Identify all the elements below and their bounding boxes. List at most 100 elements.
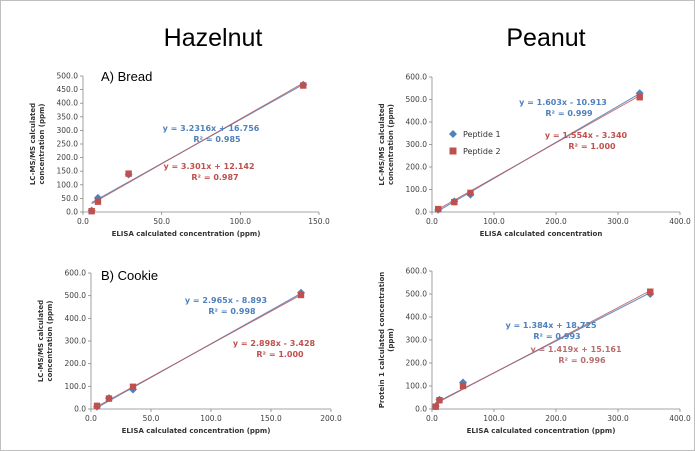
x-axis-label: ELISA calculated concentration bbox=[480, 230, 603, 238]
y-axis-label: LC-MS/MS calculated bbox=[378, 103, 386, 185]
data-point-square bbox=[435, 205, 442, 213]
x-tick-label: 50.0 bbox=[143, 414, 160, 423]
y-axis-label: Protein 1 calculated concentration bbox=[378, 272, 386, 409]
trendline-r-squared: R² = 0.999 bbox=[545, 109, 593, 118]
trendline-r-squared: R² = 1.000 bbox=[256, 350, 304, 359]
x-tick-label: 150.0 bbox=[308, 217, 330, 226]
y-axis-label: concentration (ppm) bbox=[387, 104, 395, 185]
trendline-equation: y = 2.965x - 8.893 bbox=[185, 296, 267, 305]
column-title-peanut: Peanut bbox=[506, 24, 585, 52]
x-tick-label: 100.0 bbox=[200, 414, 222, 423]
trendline-r-squared: R² = 0.996 bbox=[558, 356, 606, 365]
y-tick-label: 600.0 bbox=[406, 267, 428, 276]
y-tick-label: 500.0 bbox=[406, 95, 428, 104]
y-tick-label: 400.0 bbox=[406, 118, 428, 127]
panel-label: A) Bread bbox=[101, 69, 152, 84]
trendline-equation: y = 3.301x + 12.142 bbox=[163, 162, 254, 171]
y-tick-label: 150.0 bbox=[57, 167, 79, 176]
y-tick-label: 200.0 bbox=[406, 163, 428, 172]
y-tick-label: 50.0 bbox=[61, 194, 78, 203]
x-tick-label: 50.0 bbox=[153, 217, 170, 226]
y-tick-label: 500.0 bbox=[57, 72, 79, 81]
x-tick-label: 300.0 bbox=[607, 414, 629, 423]
trendline-r-squared: R² = 0.987 bbox=[191, 173, 238, 182]
y-tick-label: 600.0 bbox=[406, 73, 428, 82]
panel-label: B) Cookie bbox=[101, 268, 158, 283]
x-tick-label: 0.0 bbox=[85, 414, 97, 423]
x-tick-label: 200.0 bbox=[545, 414, 567, 423]
trendline-equation: y = 1.603x - 10.913 bbox=[519, 98, 607, 107]
y-axis-label: LC-MS/MS calculated bbox=[29, 103, 37, 185]
y-tick-label: 400.0 bbox=[65, 314, 87, 323]
data-point-square bbox=[94, 198, 102, 205]
x-tick-label: 300.0 bbox=[607, 217, 629, 226]
chart-legend: Peptide 1 Peptide 2 bbox=[449, 130, 501, 156]
y-tick-label: 250.0 bbox=[57, 140, 79, 149]
x-tick-label: 0.0 bbox=[77, 217, 89, 226]
chart-panel-4: 0.0 100.0 200.0 300.0 400.0 500.0 600.0 0.0 100.… bbox=[378, 267, 691, 436]
y-tick-label: 100.0 bbox=[65, 382, 87, 391]
trendline-r-squared: R² = 0.998 bbox=[208, 307, 256, 316]
data-point-square bbox=[125, 170, 132, 177]
legend-label: Peptide 2 bbox=[463, 147, 501, 156]
data-point-square bbox=[647, 288, 654, 295]
y-tick-label: 200.0 bbox=[406, 359, 428, 368]
trendline-series-2 bbox=[435, 290, 651, 404]
chart-panel-1: 0.0 50.0 100.0 150.0 200.0 250.0 300.0 350.0 400… bbox=[29, 69, 330, 238]
legend-label: Peptide 1 bbox=[463, 130, 501, 139]
data-point-square bbox=[436, 397, 443, 404]
y-tick-label: 500.0 bbox=[65, 291, 87, 300]
trendline-equation: y = 1.554x - 3.340 bbox=[545, 131, 628, 140]
y-tick-label: 300.0 bbox=[57, 126, 79, 135]
data-point-square bbox=[300, 82, 307, 89]
legend-marker-square bbox=[449, 147, 457, 155]
trendline-equation: y = 1.384x + 18.725 bbox=[505, 321, 597, 330]
trendline-r-squared: R² = 0.985 bbox=[193, 135, 241, 144]
data-point-square bbox=[105, 395, 113, 402]
trendline-r-squared: R² = 1.000 bbox=[568, 142, 616, 151]
y-tick-label: 100.0 bbox=[406, 382, 428, 391]
y-tick-label: 0.0 bbox=[415, 405, 427, 414]
y-tick-label: 100.0 bbox=[57, 180, 79, 189]
y-tick-label: 100.0 bbox=[406, 185, 428, 194]
data-point-square bbox=[459, 382, 467, 390]
y-tick-label: 200.0 bbox=[57, 153, 79, 162]
y-tick-label: 300.0 bbox=[406, 336, 428, 345]
y-axis-label: concentration (ppm) bbox=[38, 103, 46, 184]
x-tick-label: 400.0 bbox=[669, 217, 691, 226]
legend-marker-diamond bbox=[449, 130, 457, 138]
x-tick-label: 150.0 bbox=[260, 414, 282, 423]
data-point-square bbox=[432, 403, 439, 410]
chart-panel-2: 0.0 100.0 200.0 300.0 400.0 500.0 600.0 0.0 100.… bbox=[378, 73, 691, 239]
x-tick-label: 0.0 bbox=[426, 217, 438, 226]
y-tick-label: 400.0 bbox=[57, 99, 79, 108]
data-point-square bbox=[129, 383, 137, 390]
trendline-equation: y = 3.2316x + 16.756 bbox=[163, 124, 260, 133]
y-tick-label: 0.0 bbox=[74, 405, 86, 414]
x-axis-label: ELISA calculated concentration (ppm) bbox=[467, 427, 616, 435]
y-tick-label: 400.0 bbox=[406, 313, 428, 322]
y-axis-label: (ppm) bbox=[387, 328, 395, 352]
y-tick-label: 350.0 bbox=[57, 112, 79, 121]
y-tick-label: 300.0 bbox=[406, 140, 428, 149]
y-axis-label: concentration (ppm) bbox=[46, 300, 54, 381]
y-axis-label: LC-MS/MS calculated bbox=[37, 300, 45, 382]
x-tick-label: 200.0 bbox=[320, 414, 342, 423]
data-point-square bbox=[297, 291, 305, 299]
data-point-square bbox=[467, 189, 474, 197]
trendline-equation: y = 2.898x - 3.428 bbox=[233, 339, 316, 348]
x-axis-label: ELISA calculated concentration (ppm) bbox=[122, 427, 271, 435]
trendline-equation: y = 1.419x + 15.161 bbox=[530, 345, 622, 354]
column-title-hazelnut: Hazelnut bbox=[164, 24, 263, 52]
y-tick-label: 0.0 bbox=[415, 208, 427, 217]
data-point-square bbox=[636, 94, 643, 101]
x-tick-label: 100.0 bbox=[483, 414, 505, 423]
y-tick-label: 200.0 bbox=[65, 359, 87, 368]
y-tick-label: 500.0 bbox=[406, 290, 428, 299]
x-tick-label: 100.0 bbox=[230, 217, 252, 226]
trendline-series-2 bbox=[91, 82, 304, 205]
x-tick-label: 400.0 bbox=[669, 414, 691, 423]
chart-panel-3: 0.0 100.0 200.0 300.0 400.0 500.0 600.0 0.0 50.0… bbox=[37, 268, 342, 435]
